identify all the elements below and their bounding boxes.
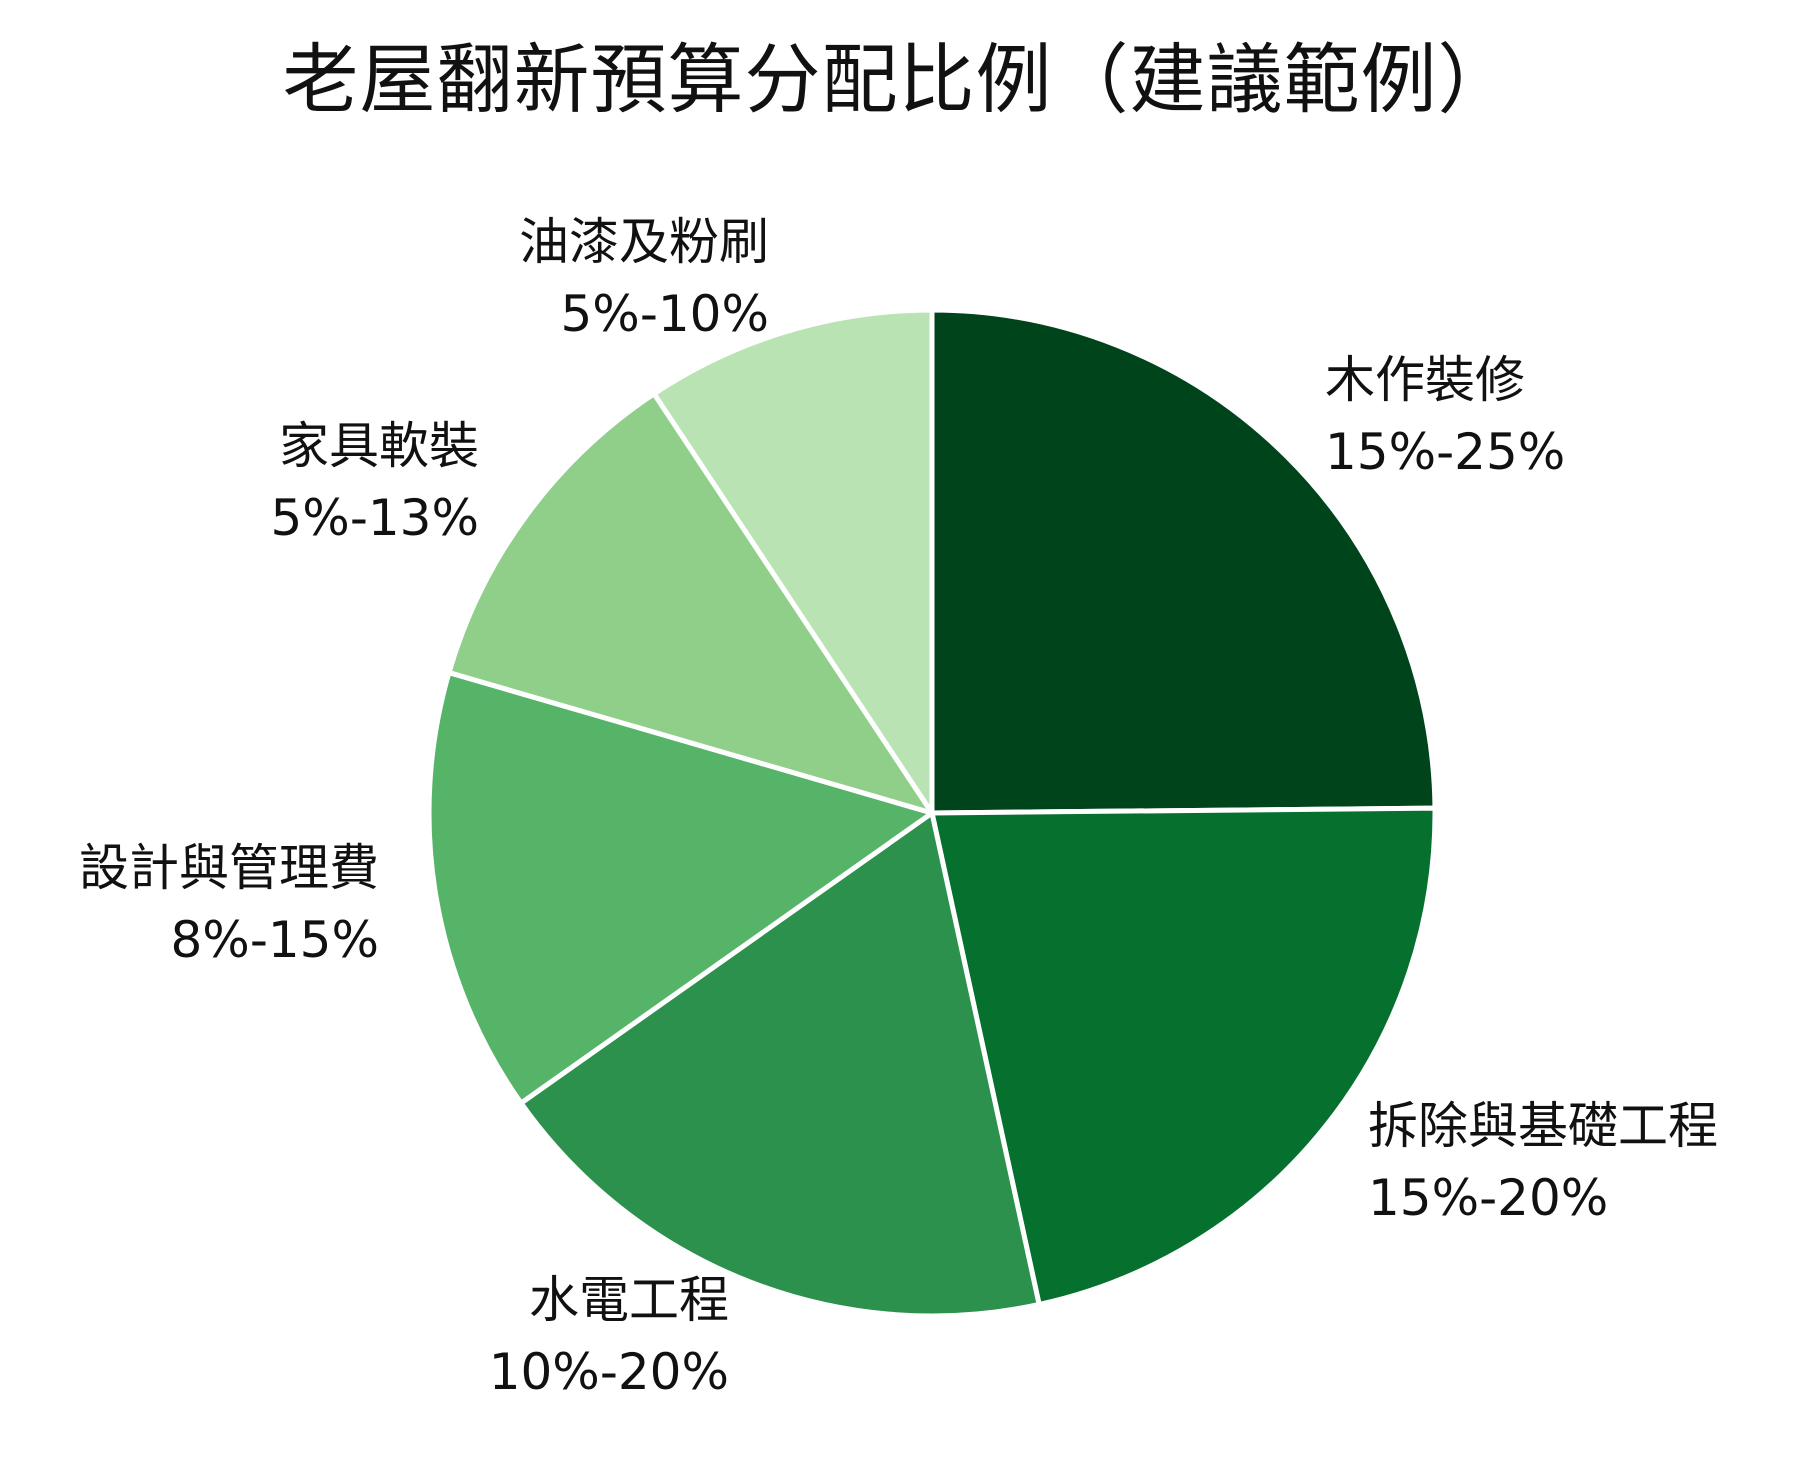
pie-slice-design-management — [426, 670, 935, 1106]
slice-label-plumbing-electrical: 水電工程 10%-20% — [489, 1264, 729, 1408]
slice-label-text: 家具軟裝 — [279, 417, 479, 475]
slice-label-carpentry: 木作裝修 15%-25% — [1325, 344, 1565, 488]
slice-label-text: 拆除與基礎工程 — [1368, 1097, 1718, 1155]
slice-label-design-management: 設計與管理費 8%-15% — [79, 832, 379, 976]
pie-slice-plumbing-electrical — [518, 810, 1042, 1319]
slice-label-range: 10%-20% — [488, 1343, 729, 1401]
chart-title: 老屋翻新預算分配比例（建議範例） — [282, 35, 1515, 124]
slice-label-furniture: 家具軟裝 5%-13% — [271, 410, 480, 554]
slice-label-text: 油漆及粉刷 — [519, 213, 769, 271]
slice-label-text: 設計與管理費 — [79, 839, 379, 897]
slice-label-painting: 油漆及粉刷 5%-10% — [519, 206, 769, 350]
slice-label-range: 5%-10% — [560, 285, 770, 343]
pie-slice-carpentry — [929, 307, 1438, 816]
slice-label-text: 木作裝修 — [1325, 351, 1525, 409]
slice-label-text: 水電工程 — [529, 1271, 729, 1329]
pie-slice-demolition — [929, 805, 1438, 1307]
slice-label-demolition: 拆除與基礎工程 15%-20% — [1368, 1090, 1718, 1234]
slice-label-range: 5%-13% — [270, 489, 480, 547]
slice-label-range: 15%-20% — [1368, 1169, 1609, 1227]
pie-slice-furniture — [446, 391, 935, 816]
slice-label-range: 15%-25% — [1325, 423, 1566, 481]
pie-slice-painting — [651, 307, 935, 816]
slice-label-range: 8%-15% — [170, 911, 380, 969]
